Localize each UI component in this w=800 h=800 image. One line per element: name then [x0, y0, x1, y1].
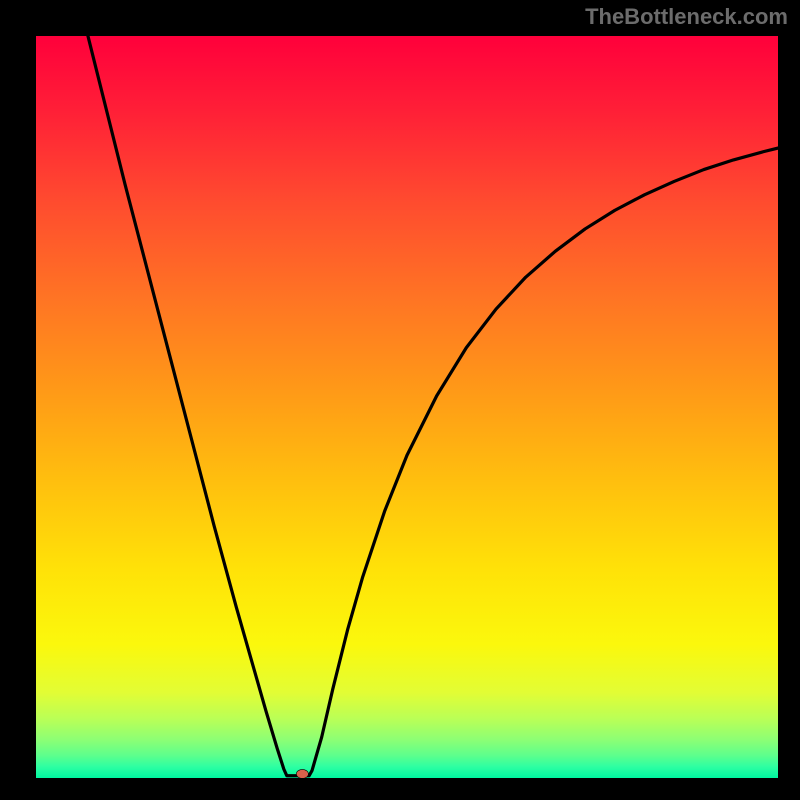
watermark-text: TheBottleneck.com: [585, 4, 788, 30]
curve-layer: [36, 36, 778, 778]
chart-container: TheBottleneck.com: [0, 0, 800, 800]
bottleneck-curve: [88, 36, 778, 776]
plot-area: [36, 36, 778, 778]
minimum-marker: [296, 769, 308, 778]
